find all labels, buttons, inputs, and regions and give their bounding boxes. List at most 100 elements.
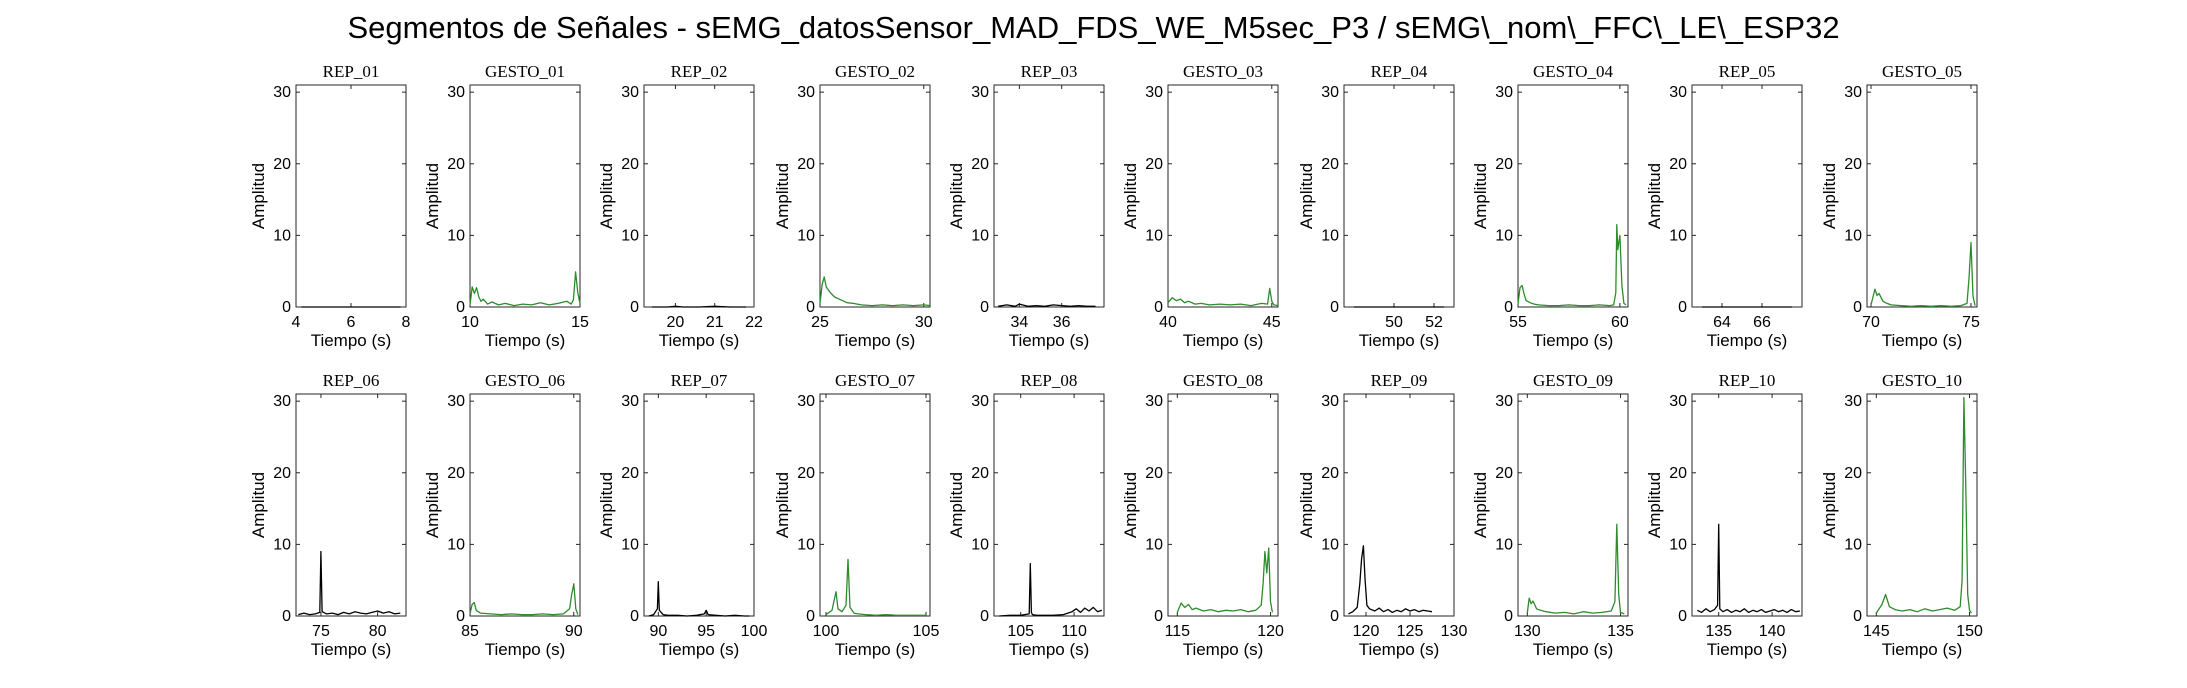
y-axis-label: Amplitud [947,163,966,229]
plot-frame [819,84,931,308]
y-tick-label: 20 [971,465,989,482]
signal-line [469,583,579,616]
x-tick-label: 135 [1705,623,1732,640]
y-tick-label: 30 [273,393,291,410]
x-axis-label: Tiempo (s) [485,331,566,350]
subplot-rep-10: 0 10 20 30 135 140 REP_10 Tiempo (s) Amplitud [1645,371,1803,659]
x-tick-label: 50 [1385,314,1403,331]
y-axis-label: Amplitud [1121,163,1140,229]
x-axis-label: Tiempo (s) [1533,640,1614,659]
y-tick-label: 20 [621,465,639,482]
y-tick-label: 30 [1145,84,1163,101]
y-axis-label: Amplitud [1820,472,1839,538]
y-tick-label: 10 [447,536,465,553]
x-tick-label: 20 [667,314,685,331]
plot-frame [469,393,581,617]
x-tick-label: 36 [1053,314,1071,331]
y-tick-label: 20 [1495,156,1513,173]
y-tick-label: 10 [971,227,989,244]
signal-line [998,303,1096,307]
subplot-rep-07: 0 10 20 30 90 95 100 REP_07 Tiempo (s) Amplitud [597,371,767,659]
y-tick-label: 30 [1321,393,1339,410]
y-tick-label: 0 [806,299,815,316]
y-tick-label: 20 [1844,156,1862,173]
subplot-gesto-03: 0 10 20 30 40 45 GESTO_03 Tiempo (s) Amplitud [1121,62,1281,350]
signal-line [298,550,401,616]
subplot-gesto-08: 0 10 20 30 115 120 GESTO_08 Tiempo (s) Amplitud [1121,371,1284,659]
y-tick-label: 20 [797,465,815,482]
y-tick-label: 20 [447,156,465,173]
x-axis-label: Tiempo (s) [1882,640,1963,659]
signal-line [1348,545,1433,615]
y-tick-label: 20 [1145,465,1163,482]
y-tick-label: 30 [447,393,465,410]
y-axis-label: Amplitud [1471,163,1490,229]
x-tick-label: 80 [369,623,387,640]
y-tick-label: 10 [1321,536,1339,553]
x-axis-label: Tiempo (s) [1707,331,1788,350]
x-axis-label: Tiempo (s) [1707,640,1788,659]
signal-line [1167,287,1279,307]
y-axis-label: Amplitud [597,163,616,229]
x-axis-label: Tiempo (s) [485,640,566,659]
y-tick-label: 20 [1495,465,1513,482]
signal-line [1517,223,1627,307]
y-tick-label: 10 [1145,227,1163,244]
plot-frame [295,393,407,617]
subplot-title: REP_01 [323,62,380,81]
plot-frame [469,84,581,308]
y-tick-label: 10 [1669,536,1687,553]
signal-line [469,271,581,307]
y-tick-label: 30 [1321,84,1339,101]
y-tick-label: 10 [797,536,815,553]
subplot-rep-06: 0 10 20 30 75 80 REP_06 Tiempo (s) Amplitud [249,371,407,659]
subplot-title: REP_08 [1021,371,1078,390]
x-tick-label: 100 [813,623,840,640]
x-tick-label: 95 [697,623,715,640]
y-tick-label: 30 [1844,393,1862,410]
subplot-gesto-10: 0 10 20 30 145 150 GESTO_10 Tiempo (s) Amplitud [1820,371,1983,659]
plot-frame [819,393,931,617]
subplot-title: GESTO_10 [1882,371,1962,390]
y-tick-label: 20 [1844,465,1862,482]
plot-frame [993,393,1105,617]
subplot-rep-08: 0 10 20 30 105 110 REP_08 Tiempo (s) Amplitud [947,371,1105,659]
x-tick-label: 140 [1759,623,1786,640]
subplot-gesto-02: 0 10 20 30 25 30 GESTO_02 Tiempo (s) Amplitud [773,62,933,350]
y-tick-label: 0 [980,299,989,316]
x-tick-label: 60 [1611,314,1629,331]
x-tick-label: 30 [915,314,933,331]
plot-frame [643,393,755,617]
subplot-gesto-07: 0 10 20 30 100 105 GESTO_07 Tiempo (s) Amplitud [773,371,939,659]
subplot-title: REP_09 [1371,371,1428,390]
y-tick-label: 10 [1145,536,1163,553]
y-tick-label: 10 [1669,227,1687,244]
plot-frame [1691,393,1803,617]
y-tick-label: 0 [630,299,639,316]
subplot-title: GESTO_09 [1533,371,1613,390]
x-tick-label: 130 [1441,623,1468,640]
y-axis-label: Amplitud [423,163,442,229]
y-axis-label: Amplitud [773,163,792,229]
x-tick-label: 125 [1397,623,1424,640]
x-tick-label: 90 [649,623,667,640]
y-tick-label: 20 [1669,465,1687,482]
subplot-title: REP_04 [1371,62,1428,81]
y-tick-label: 20 [1321,465,1339,482]
y-axis-label: Amplitud [1471,472,1490,538]
x-tick-label: 4 [292,314,301,331]
x-tick-label: 22 [745,314,763,331]
y-tick-label: 0 [1504,299,1513,316]
plot-frame [643,84,755,308]
y-tick-label: 20 [273,465,291,482]
subplot-title: REP_06 [323,371,380,390]
subplot-rep-04: 0 10 20 30 50 52 REP_04 Tiempo (s) Amplitud [1297,62,1455,350]
subplot-rep-02: 0 10 20 30 20 21 22 REP_02 Tiempo (s) Amplitud [597,62,763,350]
signal-line [1526,523,1625,615]
subplot-title: GESTO_05 [1882,62,1962,81]
y-axis-label: Amplitud [947,472,966,538]
signal-line [819,276,931,307]
subplot-gesto-09: 0 10 20 30 130 135 GESTO_09 Tiempo (s) Amplitud [1471,371,1634,659]
x-tick-label: 66 [1753,314,1771,331]
